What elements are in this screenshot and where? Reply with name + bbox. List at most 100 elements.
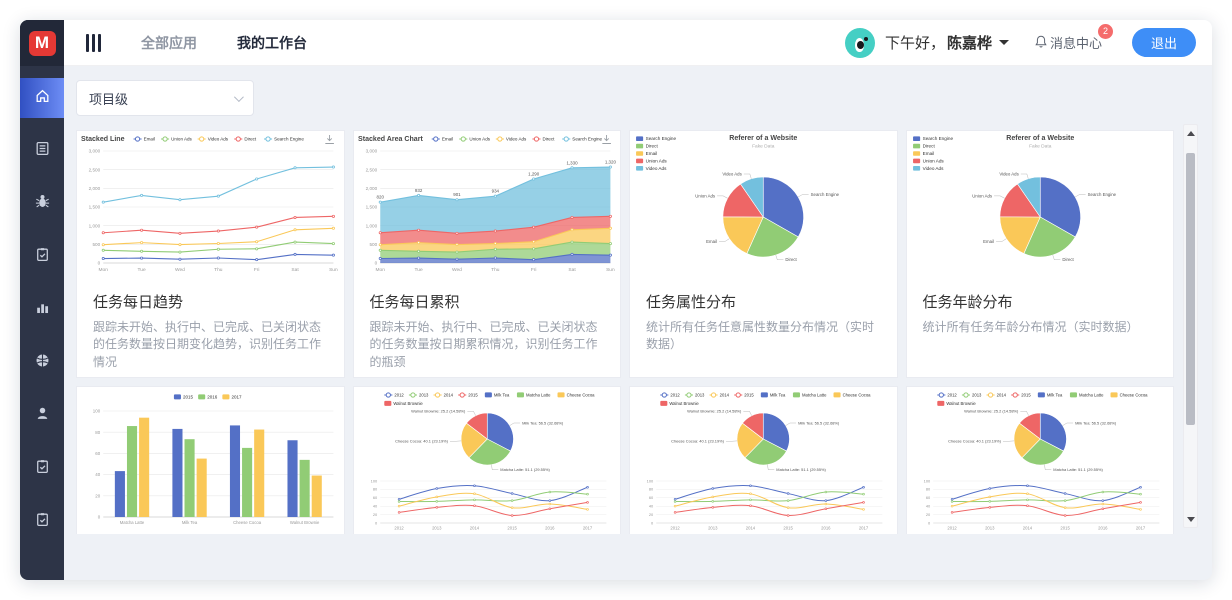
svg-text:100: 100 <box>370 478 377 483</box>
scroll-up-icon[interactable] <box>1184 126 1197 140</box>
svg-text:Milk Tea: Milk Tea <box>770 393 786 398</box>
svg-text:Email: Email <box>922 151 934 156</box>
svg-text:Video Ads: Video Ads <box>208 137 229 142</box>
card-task-age-distribution[interactable]: Search Engine Direct Email Union Ads Video A… <box>905 130 1174 378</box>
svg-text:Mon: Mon <box>375 267 385 273</box>
bell-icon <box>1035 35 1047 51</box>
svg-text:100: 100 <box>647 478 654 483</box>
svg-text:Direct: Direct <box>785 257 797 262</box>
card-bar-chart[interactable]: 2015 2016 2017 0 20 40 60 80 100 Matcha Latte Milk… <box>76 386 345 534</box>
svg-text:2014: 2014 <box>1022 526 1032 531</box>
svg-text:2014: 2014 <box>996 393 1006 398</box>
card-task-daily-accumulation[interactable]: Stacked Area Chart Email Union Ads Video Ad… <box>352 130 621 378</box>
svg-text:Milk Tea: 56.5 (32.68%): Milk Tea: 56.5 (32.68%) <box>522 420 564 425</box>
sidebar-item-home[interactable] <box>20 78 64 118</box>
svg-text:2015: 2015 <box>507 526 517 531</box>
card-task-attribute-distribution[interactable]: Search Engine Direct Email Union Ads Video A… <box>629 130 898 378</box>
svg-text:40: 40 <box>649 504 654 509</box>
logout-button[interactable]: 退出 <box>1131 28 1196 57</box>
card-description: 统计所有任务年龄分布情况（实时数据） <box>922 320 1139 334</box>
svg-text:2,500: 2,500 <box>365 167 377 172</box>
svg-text:3,000: 3,000 <box>365 149 377 154</box>
svg-text:20: 20 <box>925 512 930 517</box>
menu-toggle-icon[interactable] <box>86 33 101 52</box>
svg-text:2012: 2012 <box>947 526 957 531</box>
sidebar-item-todos[interactable] <box>20 449 64 489</box>
nav-item-my-workspace[interactable]: 我的工作台 <box>237 34 307 51</box>
svg-text:60: 60 <box>649 495 654 500</box>
svg-text:0: 0 <box>375 520 378 525</box>
svg-text:60: 60 <box>925 495 930 500</box>
svg-text:2015: 2015 <box>468 393 478 398</box>
svg-text:2017: 2017 <box>582 526 592 531</box>
pie-line-combo-chart: 2012 2013 2014 2015 Milk Tea Matcha Latte Chee… <box>354 387 621 534</box>
app-logo[interactable]: M <box>20 20 64 66</box>
download-chart-icon[interactable] <box>601 135 611 144</box>
card-pie-line-combo[interactable]: 2012 2013 2014 2015 Milk Tea Matcha Latte Chee… <box>629 386 898 534</box>
svg-text:Walnut Brownie: 25.2 (14.58%): Walnut Brownie: 25.2 (14.58%) <box>687 409 742 414</box>
svg-text:2015: 2015 <box>744 393 754 398</box>
svg-text:Wed: Wed <box>175 267 185 273</box>
svg-text:Walnut Brownie: 25.2 (14.58%): Walnut Brownie: 25.2 (14.58%) <box>964 409 1019 414</box>
svg-text:Milk Tea: Milk Tea <box>493 393 509 398</box>
scroll-down-icon[interactable] <box>1184 512 1197 526</box>
svg-text:500: 500 <box>369 242 377 247</box>
svg-text:Walnut Brownie: Walnut Brownie <box>669 401 699 406</box>
svg-text:Cheese Cocoa: 40.1 (23.19%): Cheese Cocoa: 40.1 (23.19%) <box>948 439 1001 444</box>
download-chart-icon[interactable] <box>325 135 334 144</box>
scope-select[interactable]: 项目级 <box>76 80 254 116</box>
user-menu[interactable]: 下午好， 陈嘉桦 <box>885 32 1009 53</box>
svg-text:Walnut Brownie: Walnut Brownie <box>393 401 423 406</box>
svg-text:2,000: 2,000 <box>89 186 101 191</box>
svg-text:Mon: Mon <box>99 267 109 273</box>
svg-text:Stacked Line: Stacked Line <box>81 136 125 143</box>
nav-item-all-apps[interactable]: 全部应用 <box>141 34 197 51</box>
sidebar-item-bugs[interactable] <box>20 184 64 224</box>
svg-text:932: 932 <box>414 188 422 193</box>
svg-text:Email: Email <box>144 137 155 142</box>
svg-text:Direct: Direct <box>922 144 935 149</box>
svg-text:Direct: Direct <box>542 137 555 142</box>
sidebar: M <box>20 20 64 580</box>
svg-text:Union Ads: Union Ads <box>922 158 944 163</box>
sidebar-item-documents[interactable] <box>20 131 64 171</box>
svg-text:1,000: 1,000 <box>89 223 101 228</box>
svg-text:2012: 2012 <box>394 526 404 531</box>
svg-text:2015: 2015 <box>783 526 793 531</box>
svg-text:Milk Tea: 56.5 (32.68%): Milk Tea: 56.5 (32.68%) <box>798 420 840 425</box>
message-center[interactable]: 消息中心 2 <box>1035 24 1113 52</box>
content-scrollbar[interactable] <box>1183 124 1198 528</box>
svg-text:Sat: Sat <box>568 267 576 273</box>
sidebar-item-test-plans[interactable] <box>20 237 64 277</box>
sidebar-item-portal[interactable] <box>20 343 64 383</box>
svg-text:Cheese Cocoa: Cheese Cocoa <box>1119 393 1148 398</box>
svg-text:1,290: 1,290 <box>528 172 540 177</box>
card-title: 任务每日趋势 <box>93 294 184 311</box>
svg-text:100: 100 <box>93 409 101 414</box>
svg-text:2014: 2014 <box>443 393 453 398</box>
svg-text:Search Engine: Search Engine <box>274 137 304 142</box>
dashboard-card-grid: Stacked Line Email Union Ads Video Ads Direc… <box>76 130 1174 534</box>
card-description: 跟踪未开始、执行中、已完成、已关闭状态的任务数量按日期累积情况，识别任务工作的瓶… <box>369 320 598 369</box>
app-window: M <box>20 20 1212 580</box>
clipboard-check-icon <box>34 246 51 268</box>
scrollbar-thumb[interactable] <box>1186 153 1195 425</box>
card-pie-line-combo[interactable]: 2012 2013 2014 2015 Milk Tea Matcha Latte Chee… <box>352 386 621 534</box>
caret-down-icon <box>998 40 1009 50</box>
svg-text:Milk Tea: 56.5 (32.68%): Milk Tea: 56.5 (32.68%) <box>1075 420 1117 425</box>
card-task-daily-trend[interactable]: Stacked Line Email Union Ads Video Ads Direc… <box>76 130 345 378</box>
svg-text:Walnut Brownie: Walnut Brownie <box>290 520 320 525</box>
sidebar-item-users[interactable] <box>20 396 64 436</box>
svg-text:Milk Tea: Milk Tea <box>1046 393 1062 398</box>
svg-text:Search Engine: Search Engine <box>572 137 602 142</box>
svg-text:Sun: Sun <box>329 267 338 273</box>
svg-text:60: 60 <box>372 495 377 500</box>
sidebar-item-reports[interactable] <box>20 290 64 330</box>
svg-text:2013: 2013 <box>432 526 442 531</box>
svg-text:Direct: Direct <box>1062 257 1074 262</box>
sidebar-item-approvals[interactable] <box>20 502 64 542</box>
svg-text:Email: Email <box>441 137 452 142</box>
avatar[interactable] <box>844 27 875 58</box>
card-pie-line-combo[interactable]: 2012 2013 2014 2015 Milk Tea Matcha Latte Chee… <box>905 386 1174 534</box>
card-title: 任务属性分布 <box>646 294 737 311</box>
